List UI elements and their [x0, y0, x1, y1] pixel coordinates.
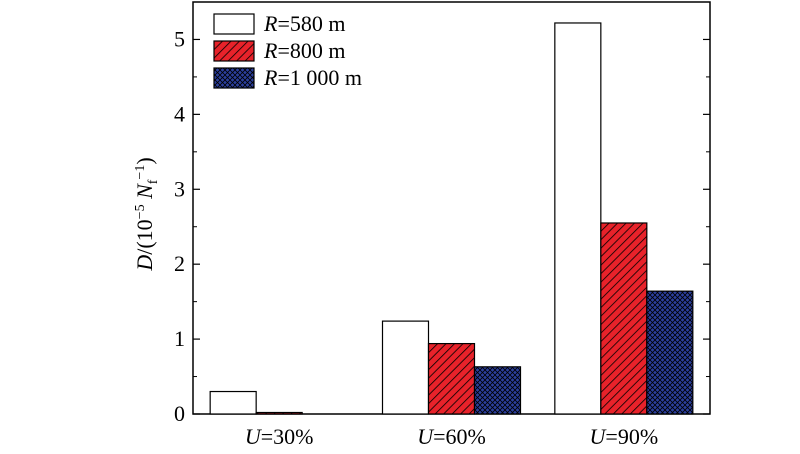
bar: [646, 290, 694, 415]
bar: [427, 342, 476, 415]
legend-swatch: [213, 67, 255, 89]
bar: [381, 320, 430, 415]
legend-label: R=580 m: [263, 11, 345, 36]
y-tick-label: 0: [174, 401, 185, 426]
bar: [600, 222, 648, 415]
y-tick-label: 2: [174, 251, 185, 276]
bar: [209, 390, 257, 415]
x-category-label: U=30%: [245, 424, 314, 449]
bar: [255, 411, 303, 415]
legend-swatch: [213, 40, 255, 62]
legend-label: R=1 000 m: [263, 65, 362, 90]
x-axis: U=30% U=60% U=90%: [245, 424, 658, 449]
x-category-label: U=90%: [590, 424, 659, 449]
x-category-label: U=60%: [417, 424, 486, 449]
y-tick-label: 3: [174, 176, 185, 201]
y-axis: 0 1 2 3 4 5: [174, 26, 710, 426]
y-axis-label: D/(10−5 Nf−1): [132, 157, 161, 271]
y-tick-label: 1: [174, 326, 185, 351]
legend-swatch: [213, 13, 255, 35]
bars: [209, 22, 694, 415]
legend-label: R=800 m: [263, 38, 345, 63]
legend: R=580 mR=800 mR=1 000 m: [213, 11, 362, 90]
bar: [473, 366, 522, 415]
y-tick-label: 4: [174, 101, 185, 126]
bar: [554, 22, 602, 415]
y-tick-label: 5: [174, 26, 185, 51]
